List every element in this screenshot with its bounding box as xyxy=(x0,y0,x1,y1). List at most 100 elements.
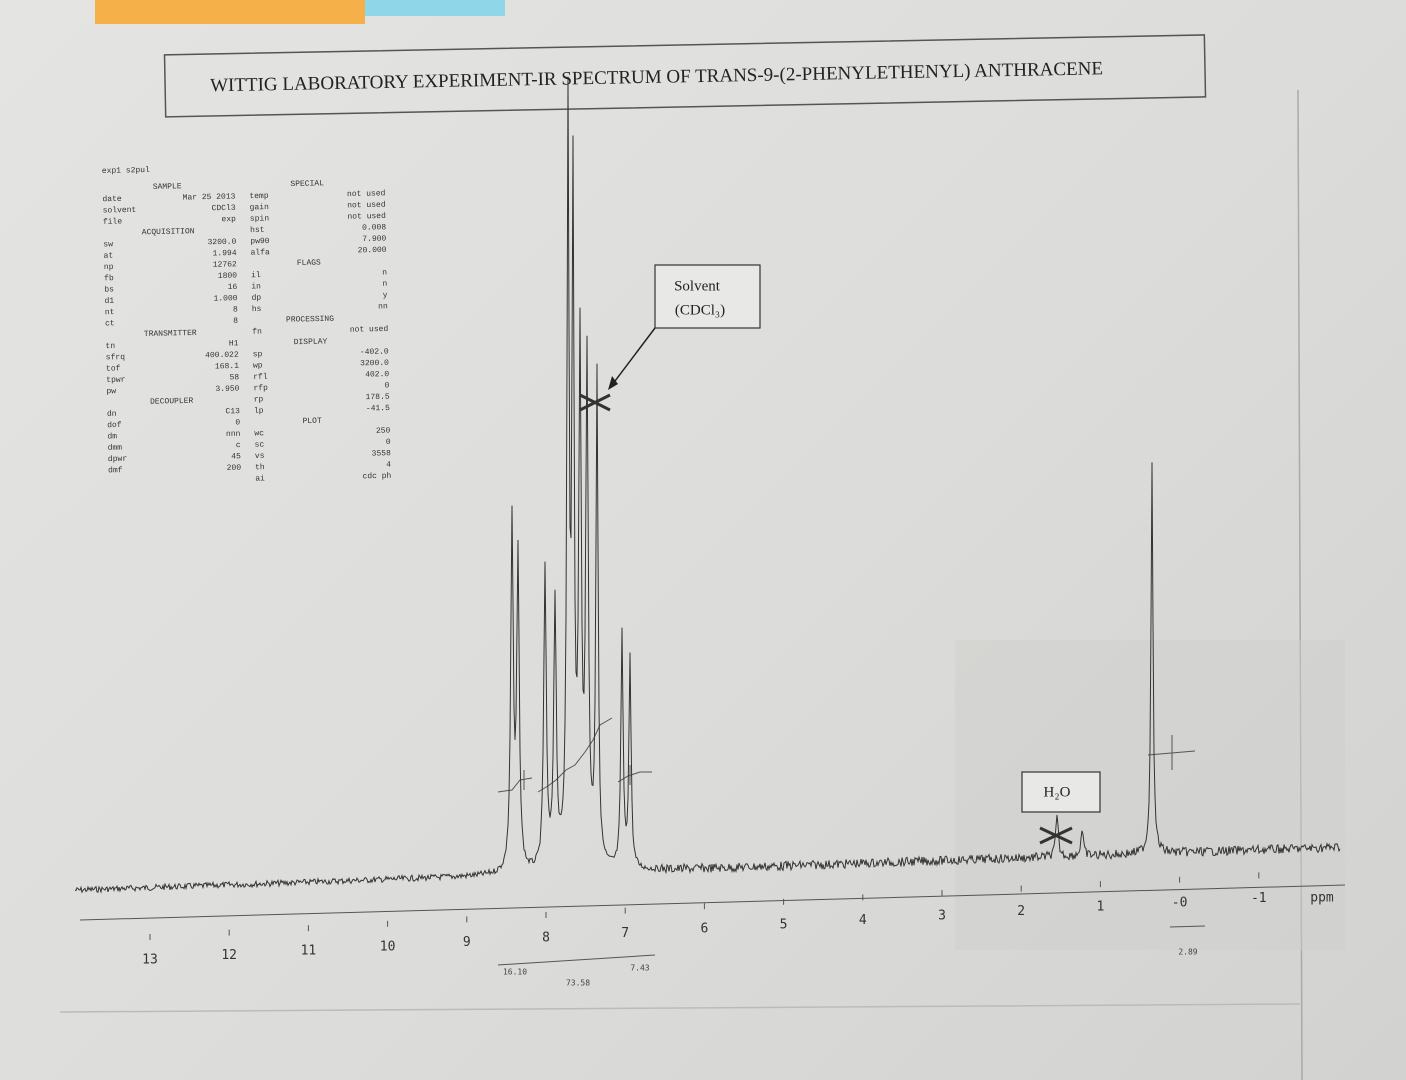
param-label: tn xyxy=(105,342,115,351)
param-label: date xyxy=(102,195,122,204)
integral xyxy=(497,717,1196,793)
param-label: temp xyxy=(249,192,269,201)
tick-label: 8 xyxy=(542,931,550,946)
tick-label: 10 xyxy=(380,939,396,954)
integral-value: 7.43 xyxy=(630,964,649,973)
param-value: not used xyxy=(350,325,389,335)
param-value: c xyxy=(236,441,241,450)
param-value: H1 xyxy=(229,339,239,348)
param-label: nt xyxy=(105,308,115,317)
param-value: 0 xyxy=(235,418,240,427)
param-value: 1800 xyxy=(218,272,238,281)
param-value: 168.1 xyxy=(215,362,239,372)
param-value: 8 xyxy=(233,305,238,314)
param-value: 4 xyxy=(386,460,391,469)
param-label: d1 xyxy=(104,297,114,306)
param-section: DISPLAY xyxy=(294,337,328,347)
param-section: ACQUISITION xyxy=(142,227,195,237)
param-section: DECOUPLER xyxy=(150,397,194,407)
param-label: sfrq xyxy=(106,353,126,362)
param-value: 250 xyxy=(376,427,391,436)
param-value: not used xyxy=(347,201,386,211)
param-label: fb xyxy=(104,274,114,283)
param-label: sw xyxy=(103,240,113,249)
cross-out xyxy=(579,393,1073,845)
param-label: pw xyxy=(106,387,116,396)
param-label: sc xyxy=(255,441,265,450)
param-value: 0.008 xyxy=(362,223,386,233)
x-axis: 13 12 11 10 9 8 7 6 5 4 3 2 1 -0 -1 ppm 16.10 73.58 7.43 2.… xyxy=(79,872,1346,988)
param-label: bs xyxy=(104,285,114,294)
param-value: 16 xyxy=(228,283,238,292)
arrow-head xyxy=(608,376,618,390)
tick-label: 7 xyxy=(621,926,629,941)
param-value: 45 xyxy=(231,452,241,461)
param-value: 8 xyxy=(233,317,238,326)
tick-label: 4 xyxy=(859,913,867,928)
param-value: 200 xyxy=(227,464,242,473)
param-section: SPECIAL xyxy=(290,179,324,189)
param-label: alfa xyxy=(251,248,271,257)
param-header: exp1 s2pul xyxy=(102,166,150,176)
title: WITTIG LABORATORY EXPERIMENT-IR SPECTRUM… xyxy=(210,58,1103,96)
param-label: wc xyxy=(254,429,264,438)
param-value: nn xyxy=(378,302,388,311)
param-value: n xyxy=(382,268,387,277)
param-value: -402.0 xyxy=(360,347,389,357)
integral-bracket xyxy=(497,925,1206,966)
tick-label: 12 xyxy=(221,948,237,963)
param-label: at xyxy=(104,252,114,261)
param-value: 400.022 xyxy=(205,351,239,361)
tick-label: 11 xyxy=(301,944,317,959)
param-value: cdc ph xyxy=(362,472,391,482)
param-label: rfl xyxy=(253,373,268,382)
title-frame xyxy=(163,34,1207,118)
param-value: 0 xyxy=(386,438,391,447)
annotation: Solvent xyxy=(674,278,721,294)
param-label: tof xyxy=(106,364,121,373)
annotation: H₂O xyxy=(1044,784,1071,800)
param-value: C13 xyxy=(225,407,240,416)
title-box: WITTIG LABORATORY EXPERIMENT-IR SPECTRUM… xyxy=(163,34,1207,118)
annotation: (CDCl₃) xyxy=(675,302,725,318)
param-value: 7.900 xyxy=(362,235,386,245)
page-edge xyxy=(1297,89,1303,1080)
param-label: pw90 xyxy=(250,237,270,246)
param-label: rfp xyxy=(253,384,268,393)
param-label: rp xyxy=(254,395,264,404)
param-value: 58 xyxy=(230,373,240,382)
param-label: dmm xyxy=(108,444,123,453)
param-label: th xyxy=(255,463,265,472)
param-label: sp xyxy=(253,350,263,359)
tick-label: 13 xyxy=(142,953,158,968)
param-label: dm xyxy=(107,432,117,441)
arrow xyxy=(611,327,656,386)
param-value: y xyxy=(383,291,388,300)
tick-label: 2 xyxy=(1017,904,1025,919)
param-value: 3.950 xyxy=(215,385,239,395)
param-label: dof xyxy=(107,421,122,430)
param-value: CDCl3 xyxy=(212,204,236,214)
param-value: not used xyxy=(347,189,386,199)
param-value: 402.0 xyxy=(365,370,389,380)
param-value: exp xyxy=(221,215,236,224)
param-label: il xyxy=(251,271,261,280)
param-value: nnn xyxy=(226,430,241,439)
param-label: dpwr xyxy=(108,455,128,464)
param-label: ct xyxy=(105,319,115,328)
param-label: solvent xyxy=(103,206,137,216)
param-label: np xyxy=(104,263,114,272)
param-label: in xyxy=(251,282,261,291)
sticky-note xyxy=(365,0,505,16)
param-value: n xyxy=(382,280,387,289)
param-label: wp xyxy=(253,361,263,370)
axis-unit: ppm xyxy=(1310,891,1334,906)
param-label: hs xyxy=(252,305,262,314)
param-label: file xyxy=(103,217,123,226)
param-value: 1.000 xyxy=(213,294,237,304)
param-value: Mar 25 2013 xyxy=(183,192,236,202)
tick-label: 1 xyxy=(1096,900,1104,915)
annotation-box xyxy=(654,264,761,329)
